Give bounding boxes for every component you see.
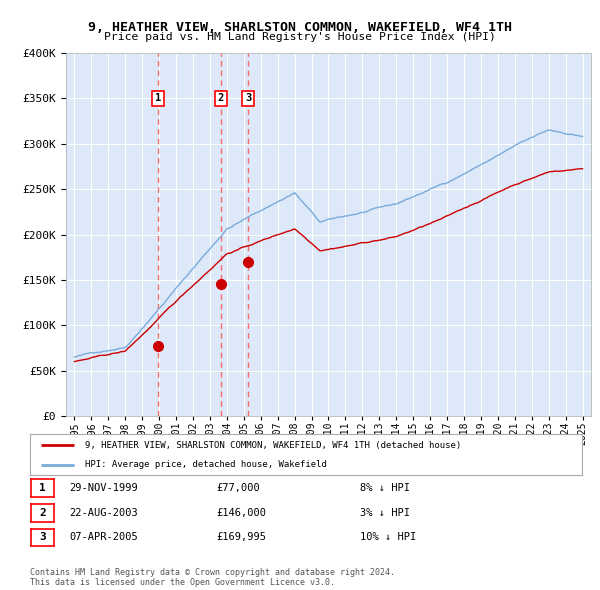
- Text: 1: 1: [155, 93, 161, 103]
- Text: 1: 1: [39, 483, 46, 493]
- Text: 22-AUG-2003: 22-AUG-2003: [69, 508, 138, 517]
- Text: Price paid vs. HM Land Registry's House Price Index (HPI): Price paid vs. HM Land Registry's House …: [104, 32, 496, 42]
- Text: 9, HEATHER VIEW, SHARLSTON COMMON, WAKEFIELD, WF4 1TH: 9, HEATHER VIEW, SHARLSTON COMMON, WAKEF…: [88, 21, 512, 34]
- Text: £146,000: £146,000: [216, 508, 266, 517]
- Text: 2: 2: [39, 508, 46, 517]
- Text: HPI: Average price, detached house, Wakefield: HPI: Average price, detached house, Wake…: [85, 460, 327, 469]
- Text: 2: 2: [218, 93, 224, 103]
- Text: 29-NOV-1999: 29-NOV-1999: [69, 483, 138, 493]
- Text: 3: 3: [245, 93, 251, 103]
- Text: 3% ↓ HPI: 3% ↓ HPI: [360, 508, 410, 517]
- Text: 10% ↓ HPI: 10% ↓ HPI: [360, 533, 416, 542]
- Text: 9, HEATHER VIEW, SHARLSTON COMMON, WAKEFIELD, WF4 1TH (detached house): 9, HEATHER VIEW, SHARLSTON COMMON, WAKEF…: [85, 441, 461, 450]
- Text: £77,000: £77,000: [216, 483, 260, 493]
- Text: Contains HM Land Registry data © Crown copyright and database right 2024.
This d: Contains HM Land Registry data © Crown c…: [30, 568, 395, 587]
- Text: 07-APR-2005: 07-APR-2005: [69, 533, 138, 542]
- Text: £169,995: £169,995: [216, 533, 266, 542]
- Text: 8% ↓ HPI: 8% ↓ HPI: [360, 483, 410, 493]
- Text: 3: 3: [39, 533, 46, 542]
